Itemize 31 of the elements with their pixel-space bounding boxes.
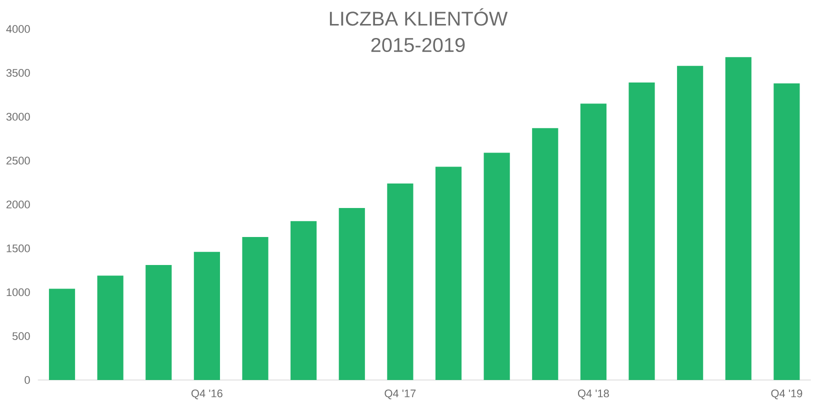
- bar: [242, 236, 268, 380]
- x-tick-label: Q4 '18: [578, 390, 609, 400]
- bar: [628, 82, 655, 380]
- bar: [48, 288, 76, 380]
- bar: [146, 265, 172, 380]
- bar: [580, 104, 606, 380]
- bar: [290, 221, 317, 380]
- y-tick-label: 4000: [6, 25, 30, 33]
- bar: [338, 208, 365, 380]
- x-tick-label: Q4 '19: [771, 390, 802, 400]
- chart-title: LICZBA KLIENTÓW: [330, 8, 508, 26]
- y-tick-label: 2000: [6, 200, 30, 208]
- bar: [97, 276, 124, 380]
- bar: [194, 252, 220, 380]
- bar: [677, 66, 704, 380]
- bar: [774, 83, 800, 380]
- y-tick-label: 0: [24, 376, 30, 384]
- bar: [435, 166, 462, 380]
- y-tick-label: 2500: [6, 156, 30, 165]
- bar: [725, 57, 752, 380]
- x-tick-label: Q4 '16: [191, 390, 222, 400]
- y-tick-label: 500: [12, 332, 30, 340]
- y-tick-label: 3000: [6, 112, 30, 121]
- x-tick-label: Q4 '17: [384, 390, 416, 400]
- bar: [484, 152, 510, 380]
- bar: [387, 183, 414, 380]
- y-tick-label: 1500: [6, 244, 30, 252]
- bar: [532, 128, 558, 380]
- chart-subtitle: 2015-2019: [371, 38, 465, 52]
- y-tick-label: 1000: [6, 288, 30, 296]
- y-tick-label: 3500: [6, 69, 30, 77]
